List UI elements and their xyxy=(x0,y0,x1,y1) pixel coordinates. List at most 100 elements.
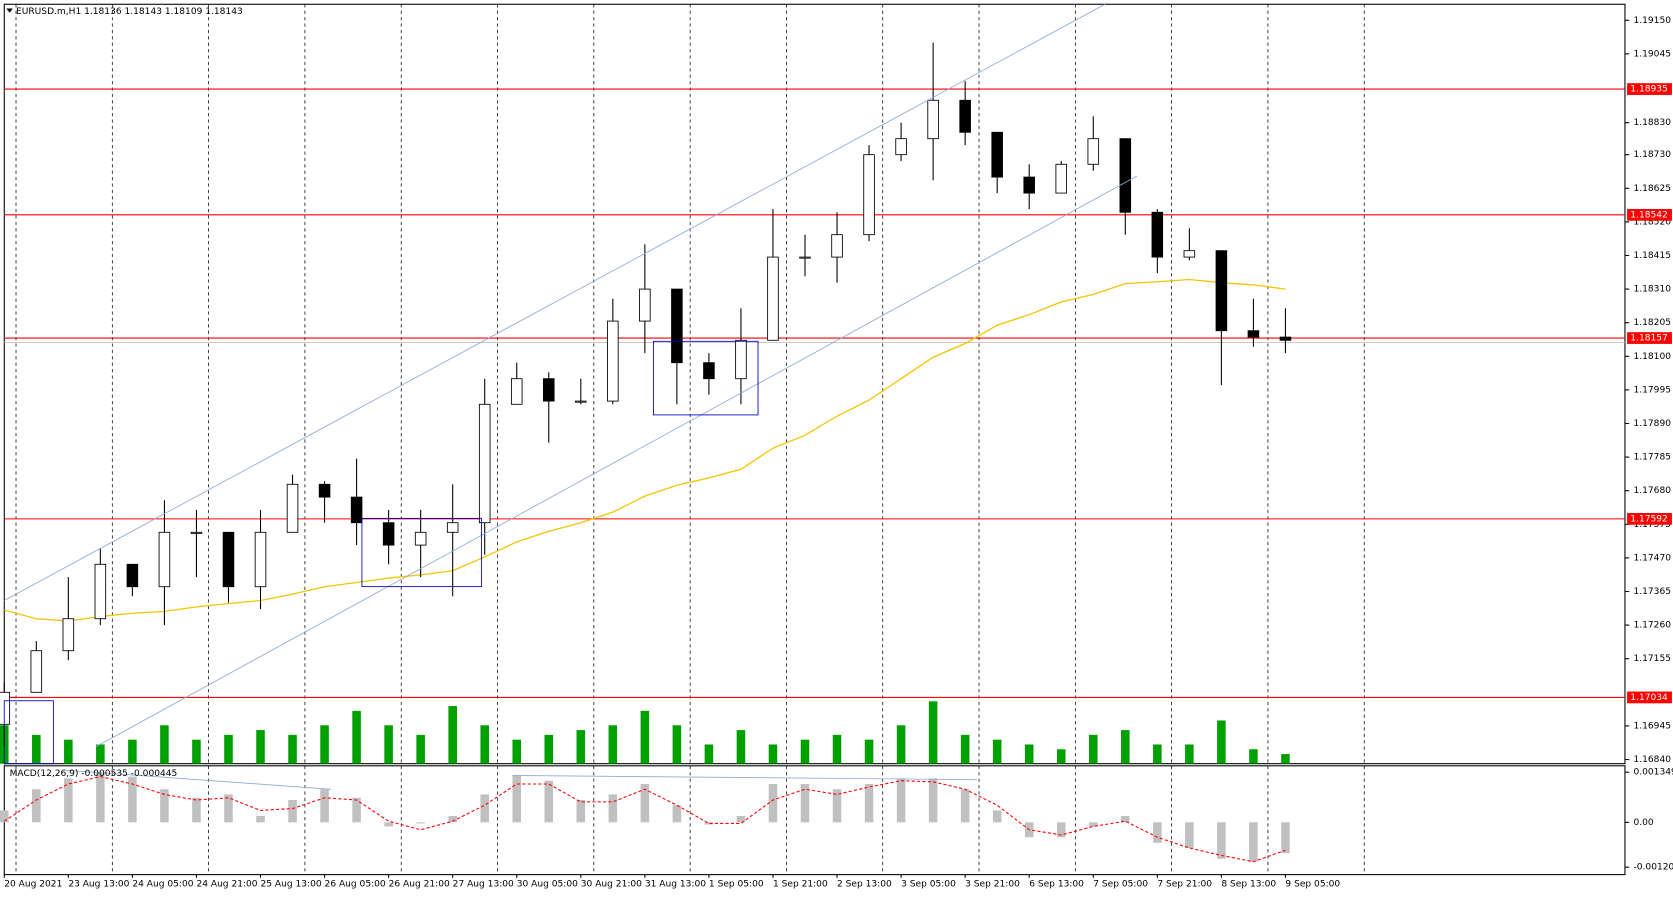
candle-body xyxy=(62,618,75,652)
candle-body xyxy=(94,563,107,620)
candle-body xyxy=(863,154,875,236)
volume-bar xyxy=(704,744,714,764)
candle-body xyxy=(478,403,491,524)
volume-bar xyxy=(992,739,1002,764)
x-tick-label: 27 Aug 13:00 xyxy=(453,880,514,890)
x-tick-label: 2 Sep 13:00 xyxy=(837,880,892,890)
x-tick-label: 1 Sep 21:00 xyxy=(773,880,828,890)
candle-body xyxy=(607,320,619,402)
candle-body xyxy=(446,522,459,533)
moving-average xyxy=(4,278,1286,622)
macd-bar xyxy=(64,778,73,823)
volume-bar xyxy=(160,725,169,764)
candle-body xyxy=(959,99,971,133)
x-tick-label: 1 Sep 05:00 xyxy=(709,880,764,890)
candle-body xyxy=(767,256,779,341)
volume-bar xyxy=(640,710,650,764)
volume-bar xyxy=(448,706,457,764)
volume-bar xyxy=(352,710,361,764)
candle-body xyxy=(158,531,171,588)
volume-bar xyxy=(1249,749,1258,764)
candle-body xyxy=(799,256,811,259)
candle-body xyxy=(350,496,363,524)
y-tick-label: 1.17785 xyxy=(1633,453,1671,463)
y-tick-label: 1.19150 xyxy=(1633,16,1671,26)
volume-bar xyxy=(736,730,746,764)
trend-line xyxy=(512,774,977,781)
candle-body xyxy=(671,288,683,364)
candle-body xyxy=(543,378,555,402)
y-tick-label: 1.17575 xyxy=(1633,520,1671,530)
candle-body xyxy=(222,531,235,588)
level-label: 1.18157 xyxy=(1630,334,1668,344)
level-label-bg xyxy=(1627,332,1672,344)
macd-bar xyxy=(992,810,1002,823)
level-label-bg xyxy=(1627,512,1672,525)
x-tick-label: 31 Aug 13:00 xyxy=(645,880,706,890)
y-tick-label: 1.18310 xyxy=(1633,285,1671,295)
candle-body xyxy=(703,362,715,380)
macd-bar xyxy=(832,789,842,823)
candle-body xyxy=(831,234,843,258)
chart-title: EURUSD.m,H1 1.18136 1.18143 1.18109 1.18… xyxy=(16,7,243,17)
volume-bar xyxy=(1153,744,1162,764)
candle-body xyxy=(0,691,11,725)
macd-bar xyxy=(384,822,393,827)
x-tick-label: 9 Sep 05:00 xyxy=(1285,880,1340,890)
x-tick-label: 7 Sep 05:00 xyxy=(1093,880,1148,890)
macd-bar xyxy=(896,778,906,823)
menu-arrow[interactable] xyxy=(6,8,13,13)
level-label-bg xyxy=(1627,691,1672,704)
volume-bar xyxy=(1024,744,1034,764)
volume-bar xyxy=(1281,754,1290,764)
macd-bar xyxy=(928,778,938,823)
macd-bar xyxy=(1153,822,1162,843)
x-tick-label: 25 Aug 13:00 xyxy=(261,880,322,890)
y-tick-label: 1.17260 xyxy=(1633,621,1671,631)
volume-bar xyxy=(1217,720,1226,764)
x-tick-label: 23 Aug 13:00 xyxy=(68,880,129,890)
day-separators xyxy=(15,4,1365,875)
candle-body xyxy=(575,400,587,403)
candle-body xyxy=(126,563,139,588)
x-tick-label: 20 Aug 2021 xyxy=(4,880,62,890)
candle-body xyxy=(639,288,651,322)
y-tick-label: 1.18625 xyxy=(1633,184,1671,194)
macd-bar xyxy=(1056,822,1066,838)
x-tick-label: 8 Sep 13:00 xyxy=(1221,880,1276,890)
macd-bar xyxy=(32,789,41,823)
volume-bar xyxy=(576,730,586,764)
volume-bar xyxy=(864,739,874,764)
x-tick-label: 30 Aug 05:00 xyxy=(517,880,578,890)
trend-line xyxy=(64,769,332,790)
y-tick-label: 1.18100 xyxy=(1633,352,1671,362)
macd-bar xyxy=(640,784,650,823)
candle-body xyxy=(1023,176,1035,194)
volume-bar xyxy=(128,739,137,764)
volume-bar xyxy=(544,734,554,764)
candle-body xyxy=(190,531,203,534)
candle-body xyxy=(927,99,939,140)
volume-bar xyxy=(608,725,618,764)
x-tick-label: 3 Sep 21:00 xyxy=(965,880,1020,890)
price-panel xyxy=(3,3,1626,765)
candle-body xyxy=(1247,330,1260,338)
macd-bar xyxy=(1249,822,1258,862)
macd-bar xyxy=(448,816,457,823)
candle-body xyxy=(1183,250,1196,258)
macd-bar xyxy=(320,789,329,823)
plot-area: 1.19150 1.19045 1.18830 1.18730 1.18625 1.185… xyxy=(0,16,1673,890)
candle-body xyxy=(1215,250,1228,332)
volume-bar xyxy=(224,734,233,764)
x-tick-label: 30 Aug 21:00 xyxy=(581,880,642,890)
volume-bar xyxy=(1185,744,1194,764)
x-tick-label: 3 Sep 05:00 xyxy=(901,880,956,890)
box xyxy=(3,700,54,765)
macd-bar xyxy=(0,810,9,823)
volume-bar xyxy=(928,701,938,764)
macd-y-tick-label: 0.001349 xyxy=(1633,768,1673,778)
candle-body xyxy=(254,531,267,588)
candle-body xyxy=(1119,138,1132,213)
y-tick-label: 1.18730 xyxy=(1633,150,1671,160)
